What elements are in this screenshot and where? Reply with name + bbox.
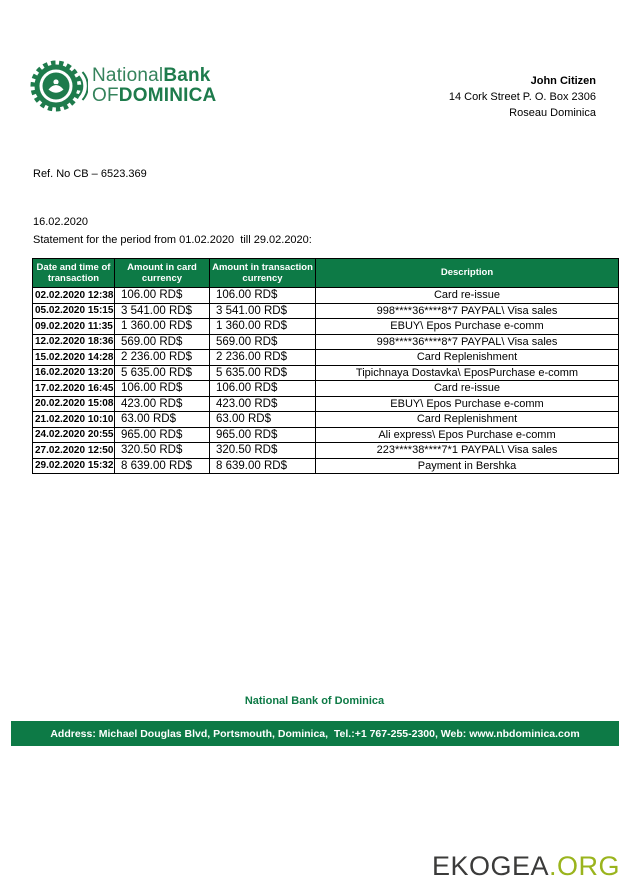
- cell-description: Card Replenishment: [315, 349, 619, 366]
- cell-description: Tipichnaya Dostavka\ EposPurchase e-comm: [315, 364, 619, 381]
- bank-gear-emblem-icon: [30, 60, 88, 112]
- cell-amount-transaction: 2 236.00 RD$: [209, 349, 316, 366]
- cell-amount-card: 965.00 RD$: [114, 426, 210, 443]
- cell-description: Card Replenishment: [315, 411, 619, 428]
- cell-amount-card: 2 236.00 RD$: [114, 349, 210, 366]
- cell-datetime: 09.02.2020 11:35: [32, 318, 115, 335]
- table-row: 16.02.2020 13:20 5 635.00 RD$ 5 635.00 RD$…: [32, 364, 619, 381]
- logo-word-national: National: [92, 65, 164, 86]
- cell-description: Ali express\ Epos Purchase e-comm: [315, 426, 619, 443]
- cell-description: Card re-issue: [315, 380, 619, 397]
- watermark: EKOGEA.ORG: [432, 851, 620, 882]
- cell-datetime: 12.02.2020 18:36: [32, 333, 115, 350]
- transactions-body: 02.02.2020 12:38 106.00 RD$ 106.00 RD$ Card…: [32, 287, 619, 474]
- cell-amount-card: 569.00 RD$: [114, 333, 210, 350]
- table-row: 12.02.2020 18:36 569.00 RD$ 569.00 RD$ 998*…: [32, 333, 619, 350]
- cell-amount-transaction: 423.00 RD$: [209, 395, 316, 412]
- reference-date: 16.02.2020: [33, 216, 89, 228]
- cell-description: 998****36****8*7 PAYPAL\ Visa sales: [315, 302, 619, 319]
- cell-datetime: 29.02.2020 15:32: [32, 457, 115, 474]
- cell-description: EBUY\ Epos Purchase e-comm: [315, 318, 619, 335]
- cell-amount-transaction: 5 635.00 RD$: [209, 364, 316, 381]
- cell-datetime: 05.02.2020 15:15: [32, 302, 115, 319]
- cell-amount-card: 3 541.00 RD$: [114, 302, 210, 319]
- cell-amount-card: 423.00 RD$: [114, 395, 210, 412]
- column-header-datetime: Date and time of transaction: [32, 258, 115, 288]
- recipient-block: John Citizen 14 Cork Street P. O. Box 23…: [449, 73, 596, 121]
- cell-amount-transaction: 106.00 RD$: [209, 287, 316, 304]
- logo-word-of: OF: [92, 85, 119, 106]
- table-row: 15.02.2020 14:28 2 236.00 RD$ 2 236.00 RD$…: [32, 349, 619, 366]
- recipient-name: John Citizen: [530, 75, 596, 87]
- cell-description: Card re-issue: [315, 287, 619, 304]
- transactions-table: Date and time of transaction Amount in c…: [32, 258, 619, 474]
- recipient-address-line2: Roseau Dominica: [509, 107, 596, 119]
- table-row: 09.02.2020 11:35 1 360.00 RD$ 1 360.00 RD$…: [32, 318, 619, 335]
- cell-datetime: 15.02.2020 14:28: [32, 349, 115, 366]
- recipient-address-line1: 14 Cork Street P. O. Box 2306: [448, 91, 596, 103]
- table-row: 27.02.2020 12:50 320.50 RD$ 320.50 RD$ 223*…: [32, 442, 619, 459]
- bank-logo: NationalBank OFDOMINICA: [30, 57, 216, 115]
- watermark-brand: EKOGEA: [431, 851, 549, 881]
- cell-description: 223****38****7*1 PAYPAL\ Visa sales: [315, 442, 619, 459]
- cell-datetime: 21.02.2020 10:10: [32, 411, 115, 428]
- cell-amount-card: 8 639.00 RD$: [114, 457, 210, 474]
- cell-amount-transaction: 106.00 RD$: [209, 380, 316, 397]
- column-header-description: Description: [315, 258, 619, 288]
- table-row: 24.02.2020 20:55 965.00 RD$ 965.00 RD$ Ali …: [32, 426, 619, 443]
- cell-amount-card: 106.00 RD$: [114, 380, 210, 397]
- logo-word-dominica: DOMINICA: [118, 85, 217, 106]
- column-header-amount-card: Amount in card currency: [114, 258, 210, 288]
- cell-datetime: 02.02.2020 12:38: [32, 287, 115, 304]
- cell-amount-transaction: 8 639.00 RD$: [209, 457, 316, 474]
- table-row: 02.02.2020 12:38 106.00 RD$ 106.00 RD$ Card…: [32, 287, 619, 304]
- cell-amount-card: 63.00 RD$: [114, 411, 210, 428]
- cell-amount-card: 320.50 RD$: [114, 442, 210, 459]
- statement-period-title: Statement for the period from 01.02.2020…: [33, 234, 312, 246]
- transactions-header: Date and time of transaction Amount in c…: [32, 258, 619, 288]
- cell-amount-card: 1 360.00 RD$: [114, 318, 210, 335]
- cell-amount-transaction: 1 360.00 RD$: [209, 318, 316, 335]
- table-row: 29.02.2020 15:32 8 639.00 RD$ 8 639.00 RD$…: [32, 457, 619, 474]
- column-header-amount-transaction: Amount in transaction currency: [209, 258, 316, 288]
- bank-logo-text: NationalBank OFDOMINICA: [92, 66, 216, 106]
- cell-description: EBUY\ Epos Purchase e-comm: [315, 395, 619, 412]
- cell-datetime: 20.02.2020 15:08: [32, 395, 115, 412]
- watermark-tld: .ORG: [548, 851, 620, 881]
- cell-description: 998****36****8*7 PAYPAL\ Visa sales: [315, 333, 619, 350]
- reference-number: Ref. No CB – 6523.369: [33, 168, 147, 180]
- table-row: 05.02.2020 15:15 3 541.00 RD$ 3 541.00 RD$…: [32, 302, 619, 319]
- cell-datetime: 24.02.2020 20:55: [32, 426, 115, 443]
- cell-description: Payment in Bershka: [315, 457, 619, 474]
- cell-amount-transaction: 3 541.00 RD$: [209, 302, 316, 319]
- table-row: 20.02.2020 15:08 423.00 RD$ 423.00 RD$ EBUY…: [32, 395, 619, 412]
- cell-amount-transaction: 320.50 RD$: [209, 442, 316, 459]
- logo-word-bank: Bank: [163, 65, 211, 86]
- cell-amount-card: 5 635.00 RD$: [114, 364, 210, 381]
- cell-amount-transaction: 569.00 RD$: [209, 333, 316, 350]
- cell-datetime: 16.02.2020 13:20: [32, 364, 115, 381]
- cell-amount-card: 106.00 RD$: [114, 287, 210, 304]
- cell-datetime: 27.02.2020 12:50: [32, 442, 115, 459]
- reference-block: Ref. No CB – 6523.369 16.02.2020: [33, 134, 147, 262]
- cell-datetime: 17.02.2020 16:45: [32, 380, 115, 397]
- cell-amount-transaction: 63.00 RD$: [209, 411, 316, 428]
- footer-bank-name: National Bank of Dominica: [244, 695, 385, 707]
- table-row: 17.02.2020 16:45 106.00 RD$ 106.00 RD$ Card…: [32, 380, 619, 397]
- cell-amount-transaction: 965.00 RD$: [209, 426, 316, 443]
- table-row: 21.02.2020 10:10 63.00 RD$ 63.00 RD$ Card R…: [32, 411, 619, 428]
- footer-address-bar: Address: Michael Douglas Blvd, Portsmout…: [11, 721, 619, 746]
